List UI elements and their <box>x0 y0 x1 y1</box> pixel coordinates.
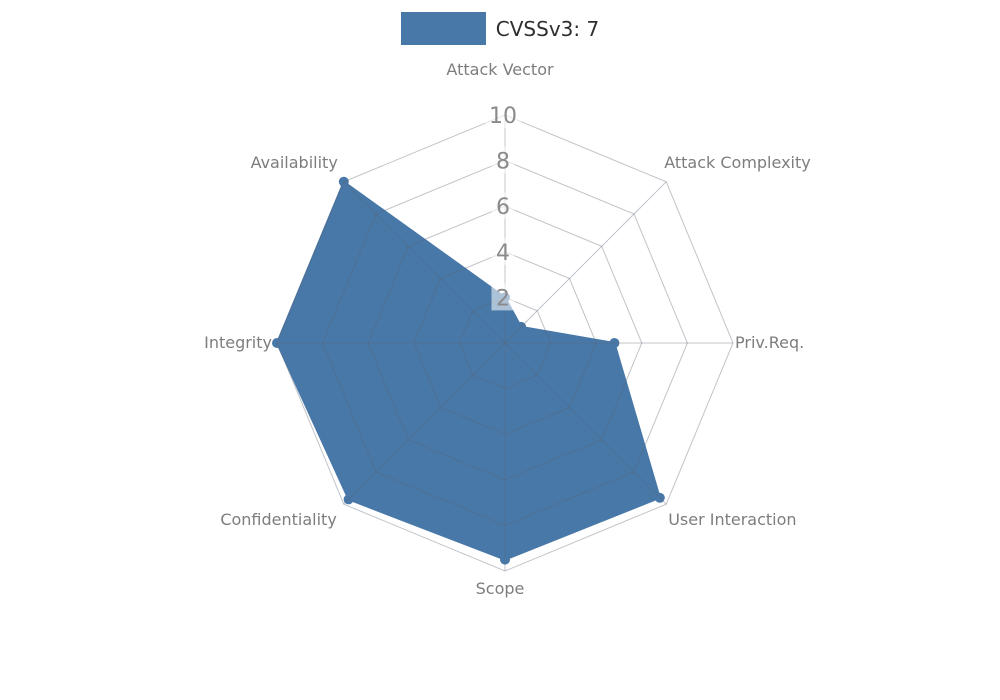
axis-spoke <box>504 342 667 505</box>
tick-label: 2 <box>496 286 510 311</box>
tick-label: 10 <box>489 104 517 129</box>
tick-label-bg <box>485 101 521 128</box>
tick-label-bg <box>491 237 515 265</box>
axis-label-confidentiality: Confidentiality <box>220 510 336 529</box>
axis-label-scope: Scope <box>476 579 525 598</box>
axis-spoke <box>343 181 506 344</box>
axis-label-attack-complexity: Attack Complexity <box>664 153 811 172</box>
axis-label-availability: Availability <box>251 153 338 172</box>
vertex-dot <box>516 321 527 332</box>
axis-spoke <box>343 342 506 505</box>
tick-label-bg <box>491 192 515 220</box>
tick-label: 6 <box>496 195 510 220</box>
vertex-dot <box>609 338 620 348</box>
axis-label-attack-vector: Attack Vector <box>446 60 554 79</box>
axis-label-priv-req: Priv.Req. <box>735 333 804 352</box>
axis-label-user-interaction: User Interaction <box>668 510 796 529</box>
grid-ring <box>458 296 552 390</box>
grid-ring <box>322 160 688 526</box>
grid-ring <box>413 251 597 435</box>
tick-label: 4 <box>496 241 510 266</box>
vertex-dot <box>272 338 282 348</box>
vertex-dot <box>338 176 349 187</box>
tick-label-bg <box>491 146 515 174</box>
axis-spoke <box>504 181 667 344</box>
axis-label-integrity: Integrity <box>204 333 272 352</box>
vertex-dot <box>343 494 354 505</box>
vertex-dot <box>654 492 665 503</box>
tick-label: 8 <box>496 150 510 175</box>
tick-label-bg <box>491 283 515 311</box>
vertex-dot <box>500 554 510 565</box>
grid-ring <box>367 205 643 481</box>
grid-ring <box>276 114 734 572</box>
